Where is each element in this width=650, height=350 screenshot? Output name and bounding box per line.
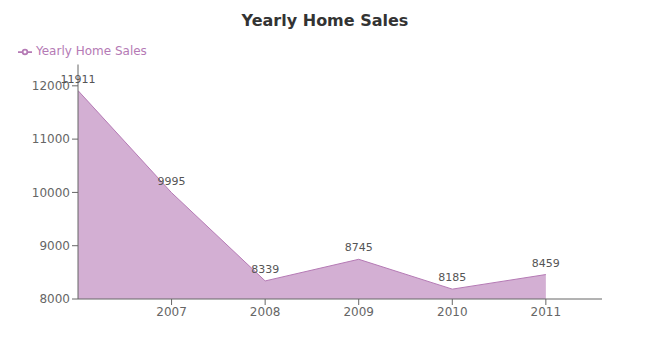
svg-text:2008: 2008 (250, 305, 281, 319)
svg-text:8745: 8745 (345, 241, 373, 254)
svg-text:8000: 8000 (39, 292, 70, 306)
svg-text:10000: 10000 (32, 186, 70, 200)
svg-text:8339: 8339 (251, 263, 279, 276)
svg-text:11911: 11911 (61, 73, 96, 86)
svg-text:8459: 8459 (532, 257, 560, 270)
html-text:Yearly Home Sales: Yearly Home Sales (36, 44, 147, 58)
svg-text:2011: 2011 (531, 305, 562, 319)
svg-text:8185: 8185 (438, 271, 466, 284)
svg-text:11000: 11000 (32, 132, 70, 146)
svg-text:2009: 2009 (343, 305, 374, 319)
html-text:Yearly Home Sales: Yearly Home Sales (241, 11, 409, 30)
svg-text:9000: 9000 (39, 239, 70, 253)
svg-text:9995: 9995 (158, 175, 186, 188)
svg-text:2007: 2007 (156, 305, 187, 319)
svg-text:12000: 12000 (31, 79, 70, 94)
svg-text:2010: 2010 (437, 305, 468, 319)
